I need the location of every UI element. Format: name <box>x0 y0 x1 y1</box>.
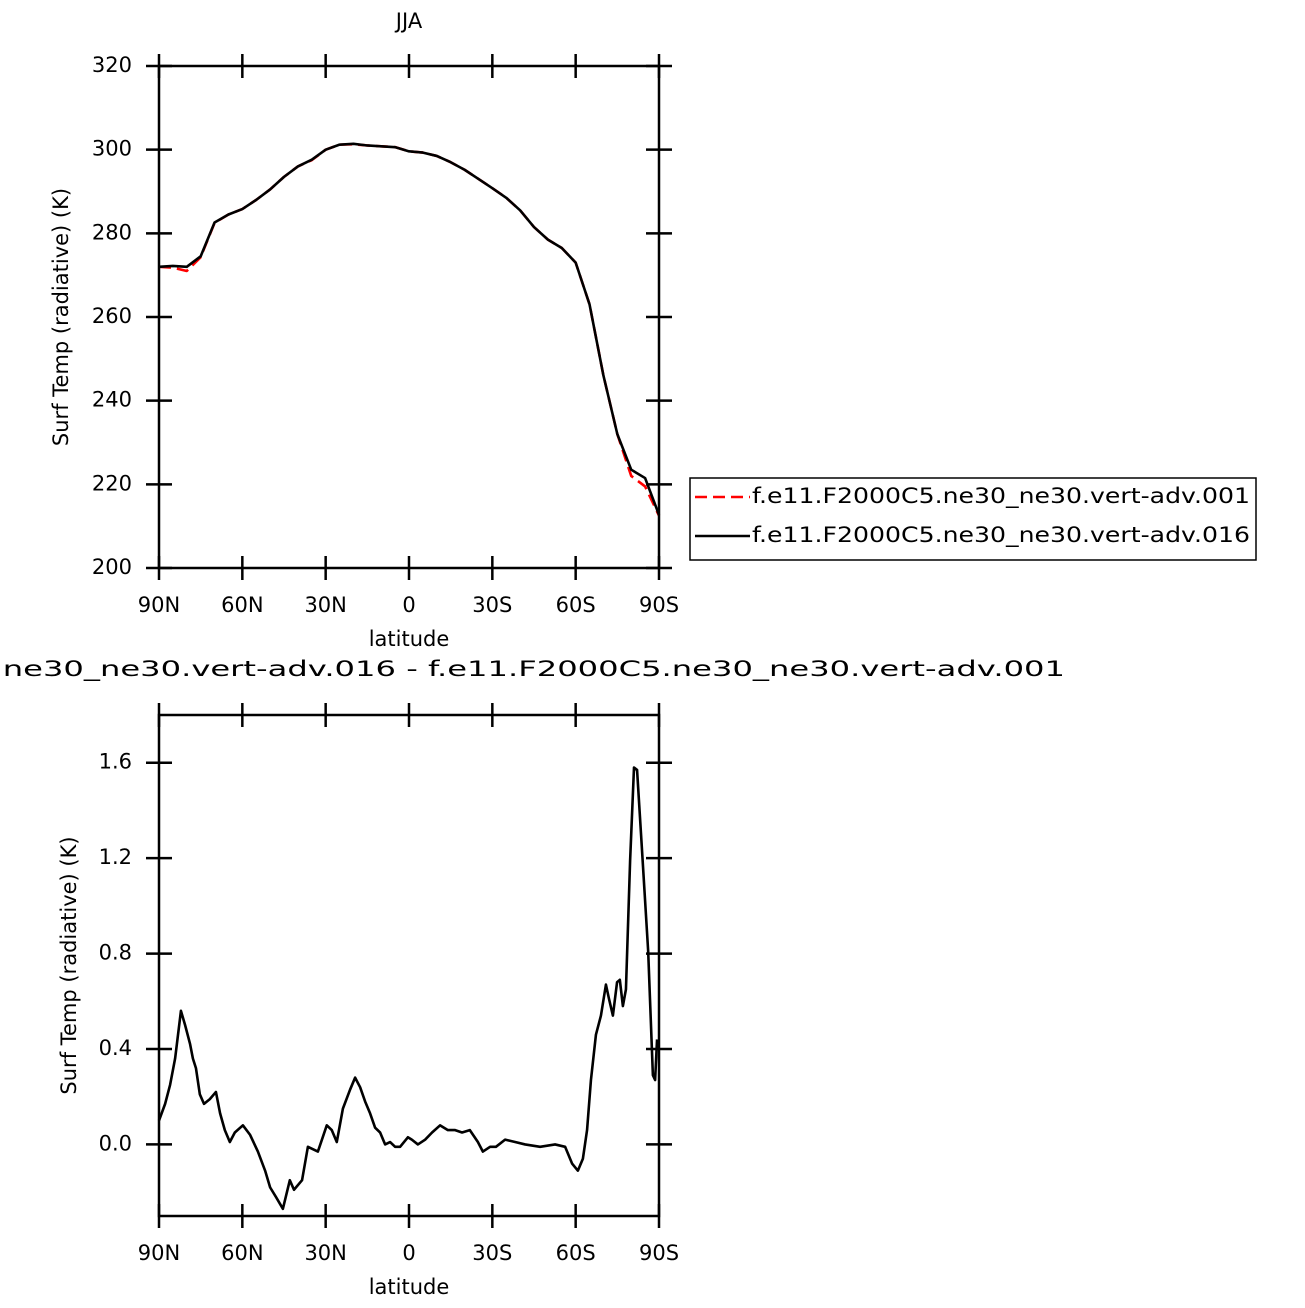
y-tick-label: 1.6 <box>99 750 132 774</box>
y-tick-label: 320 <box>92 53 132 77</box>
x-tick-label: 60S <box>556 1241 596 1265</box>
x-tick-label: 30S <box>472 1241 512 1265</box>
y-tick-label: 0.0 <box>99 1131 132 1155</box>
x-tick-label: 0 <box>402 593 415 617</box>
x-tick-label: 0 <box>402 1241 415 1265</box>
x-tick-label: 90S <box>639 593 679 617</box>
data-line <box>158 142 661 516</box>
y-axis-label: Surf Temp (radiative) (K) <box>57 836 81 1094</box>
x-tick-label: 60N <box>221 593 263 617</box>
x-tick-label: 60N <box>221 1241 263 1265</box>
legend-box <box>689 477 1257 561</box>
plot-frame <box>157 64 661 570</box>
plot-frame <box>157 713 661 1218</box>
y-tick-label: 280 <box>92 220 132 244</box>
x-tick-label: 90N <box>138 1241 180 1265</box>
x-tick-label: 60S <box>556 593 596 617</box>
y-tick-label: 200 <box>92 555 132 579</box>
legend-label: f.e11.F2000C5.ne30_ne30.vert-adv.001 <box>752 484 1250 509</box>
chart-title: JJA <box>394 9 423 33</box>
y-tick-label: 240 <box>92 388 132 412</box>
x-tick-label: 90N <box>138 593 180 617</box>
chart-title: f.e11.F2000C5.ne30_ne30.vert-adv.016 - f… <box>0 657 1065 682</box>
y-tick-label: 260 <box>92 304 132 328</box>
data-line <box>157 766 659 1211</box>
x-axis-label: latitude <box>369 627 450 651</box>
y-axis-label: Surf Temp (radiative) (K) <box>49 188 73 446</box>
x-tick-label: 30N <box>304 593 346 617</box>
y-tick-label: 0.8 <box>99 941 132 965</box>
data-line <box>158 142 661 517</box>
x-tick-label: 90S <box>639 1241 679 1265</box>
legend-label: f.e11.F2000C5.ne30_ne30.vert-adv.016 <box>752 523 1250 548</box>
y-tick-label: 0.4 <box>99 1036 132 1060</box>
y-tick-label: 220 <box>92 471 132 495</box>
x-tick-label: 30N <box>304 1241 346 1265</box>
y-tick-label: 1.2 <box>99 845 132 869</box>
x-axis-label: latitude <box>369 1275 450 1299</box>
x-tick-label: 30S <box>472 593 512 617</box>
y-tick-label: 300 <box>92 137 132 161</box>
